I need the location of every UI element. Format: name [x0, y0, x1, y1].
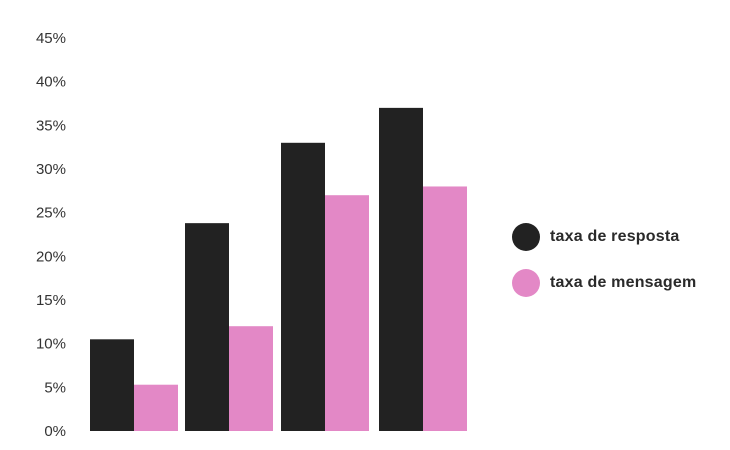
bar-series-1-group-0 [134, 384, 178, 431]
y-tick-label: 40% [36, 74, 66, 91]
y-tick-label: 0% [44, 423, 66, 440]
legend-item-series-1[interactable]: taxa de mensagem [512, 268, 696, 298]
y-tick-label: 20% [36, 248, 66, 265]
y-tick-label: 35% [36, 117, 66, 134]
legend: taxa de resposta taxa de mensagem [512, 222, 696, 314]
y-tick-label: 15% [36, 292, 66, 309]
y-tick-label: 25% [36, 205, 66, 222]
bar-series-0-group-2 [281, 142, 325, 432]
bars [90, 107, 467, 432]
legend-label: taxa de mensagem [550, 274, 697, 291]
legend-marker-icon [512, 223, 540, 251]
legend-marker-icon [512, 269, 540, 297]
bar-series-1-group-3 [423, 186, 467, 431]
legend-item-series-0[interactable]: taxa de resposta [512, 222, 696, 252]
y-tick-label: 10% [36, 336, 66, 353]
y-tick-label: 45% [36, 30, 66, 47]
legend-label: taxa de resposta [550, 228, 680, 245]
y-tick-label: 30% [36, 161, 66, 178]
bar-series-0-group-0 [90, 339, 134, 431]
y-axis-ticks: 0% 5% 10% 15% 20% 25% 30% 35% 40% 45% [36, 30, 66, 440]
bar-series-0-group-1 [185, 223, 229, 431]
y-tick-label: 5% [44, 379, 66, 396]
bar-series-1-group-1 [229, 326, 273, 431]
bar-series-1-group-2 [325, 195, 369, 431]
bar-series-0-group-3 [379, 107, 423, 431]
